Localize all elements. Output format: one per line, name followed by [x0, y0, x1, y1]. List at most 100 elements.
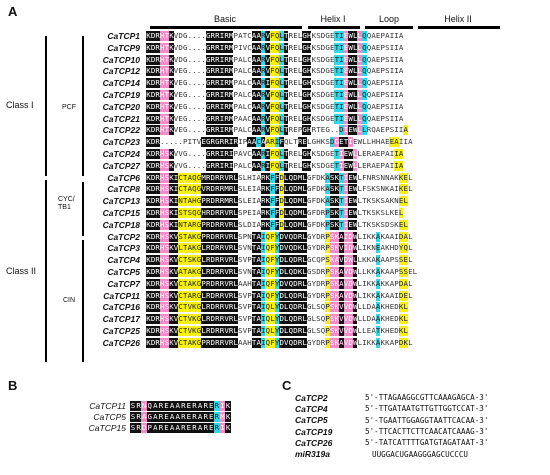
nucleotide-sequence: 5'-TATCATTTTGATGTAGATAAT-3' — [365, 438, 489, 448]
protein-sequence: KDRHTKVEG....GRRIRMPALCAARVFQLTRELGHKSDG… — [146, 101, 403, 112]
alignment-row: CaTCP1 KDRHTKVDG....GRRIRMPATCAARVFQLTREL… — [86, 31, 403, 41]
gene-name: CaTCP14 — [102, 78, 140, 89]
gene-name: CaTCP7 — [107, 278, 140, 289]
protein-sequence: KDRHSKVCTVKGLRDRRVRLSVPTAIQLYDLQDRLGLSQP… — [146, 326, 408, 336]
protein-sequence: KDRHSKVATAKGLRDRRVRLSVNTAIQFYDLQDKLGSDRP… — [146, 267, 417, 277]
protein-sequence: KDRHSKISTSQGHRDRRVRLSPEIARKFFDLQDMLGFDRP… — [146, 208, 403, 218]
panel-c-letter: C — [282, 378, 292, 393]
class2-bracket — [45, 180, 47, 362]
gene-name: CaTCP23 — [102, 137, 140, 148]
gene-name: CaTCP8 — [107, 184, 140, 195]
panel-b-letter: B — [8, 378, 18, 393]
region-helix1-label: Helix I — [320, 14, 346, 24]
protein-sequence: KDRHTKVEG....GRRIRMPALCAARIFQLTRELGHKSDG… — [146, 78, 403, 89]
gene-name: CaTCP26 — [102, 337, 140, 348]
gene-name: CaTCP4 — [295, 403, 328, 414]
protein-sequence: KDRHTKVEG....GRRIRMPALCAARVFQLTREPGHRTEG… — [146, 125, 408, 136]
alignment-row: CaTCP4 KDRHSKVCTSKGLRDRRVRLSVPTAIQFYDLQDR… — [86, 255, 413, 266]
alignment-row: CaTCP6 KDRHSKICTAQGMRDRRVRLSLHIARKFFDLQDM… — [86, 172, 413, 183]
panel-b-alignment: CaTCP11 SRNQAREAARERARERIK CaTCP5 SRAGAREAA… — [68, 400, 231, 433]
panel-c-row: CaTCP5 5'-TGAATTGGAGGTAATTCACAA-3' — [295, 415, 488, 426]
gene-name: CaTCP27 — [102, 160, 140, 171]
panel-b-row: CaTCP11 SRNQAREAARERARERIK — [68, 400, 231, 411]
protein-sequence: KDRHSKVCTAKGPRDRRVRLAAHTAIQFYDVQDRLGYDRP… — [146, 337, 413, 348]
panel-b-row: CaTCP15 SRDPAREAARERARERIK — [68, 422, 231, 433]
region-basic-bar — [150, 26, 302, 29]
alignment-row: CaTCP26 KDRHSKVCTAKGPRDRRVRLAAHTAIQFYDVQD… — [86, 337, 413, 348]
alignment-row: CaTCP2 KDRHSKVSTAKGPRDRRVRLSPNTAIQFYDVQDR… — [86, 231, 413, 242]
alignment-row: CaTCP12 KDRHTKVEG....GRRIRMPALCAARVFQLTRE… — [86, 66, 403, 77]
gene-name: CaTCP26 — [295, 437, 333, 448]
gene-name: CaTCP2 — [107, 231, 140, 242]
alignment-row: CaTCP25 KDRHSKVCTVKGLRDRRVRLSVPTAIQLYDLQD… — [86, 326, 408, 336]
gene-name: CaTCP19 — [102, 90, 140, 100]
protein-sequence: KDRHSKVCTSKGLRDRRVRLSVPTAIQFYDLQDRLGCQPS… — [146, 255, 413, 266]
gene-name: CaTCP24 — [102, 149, 140, 159]
gene-name: CaTCP5 — [107, 267, 140, 277]
gene-name: CaTCP25 — [102, 326, 140, 336]
panel-c-row: miR319a UUGGACUGAAGGGAGCUCCCU — [295, 448, 488, 459]
protein-sequence: KDRHSKVCTVKGLRDRRVRLSVPTAIQLYDLQDRLGLSQP… — [146, 302, 408, 313]
protein-sequence: SRNQAREAARERARERIK — [130, 400, 231, 411]
alignment-row: CaTCP8 KDRHSKICTAQGVRDRRMRLSLEIARKFFDLQDM… — [86, 184, 413, 195]
gene-name: CaTCP6 — [107, 172, 140, 183]
gene-name: CaTCP11 — [89, 400, 126, 411]
protein-sequence: SRAGAREAARERARERMK — [130, 411, 231, 422]
alignment-row: CaTCP17 KDRHSKVCTVKGLRDRRVRLSVPTAIQLYDLQD… — [86, 314, 408, 325]
alignment-row: CaTCP10 KDRHTKVDG....GRRIRMPALCAARVFQLTRE… — [86, 54, 403, 65]
protein-sequence: KDRHTKVEG....GRRIRMPALCAARVFQLTRELGHKSDG… — [146, 90, 403, 100]
region-helix1-bar — [308, 26, 360, 29]
gene-name: CaTCP2 — [295, 392, 328, 403]
protein-sequence: KDRHTKVDG....GRRIRMPIVCAARVFQLTRELGHKSDG… — [146, 42, 403, 53]
nucleotide-sequence: UUGGACUGAAGGGAGCUCCCU — [372, 449, 469, 459]
protein-sequence: KDRHSKVCTVKGLRDRRVRLSVPTAIQLYDLQDRLGLSQP… — [146, 314, 408, 325]
cin-label: CIN — [63, 297, 76, 304]
gene-name: CaTCP20 — [102, 101, 140, 112]
region-loop-bar — [365, 26, 413, 29]
alignment-row: CaTCP23 KDR.....PITVEGRGRRIRIPAACAARIFQLT… — [86, 137, 413, 148]
nucleotide-sequence: 5'-TTGATAATGTTGTTGGTCCAT-3' — [365, 404, 489, 414]
gene-name: CaTCP16 — [102, 302, 140, 313]
panel-b-row: CaTCP5 SRAGAREAARERARERMK — [68, 411, 231, 422]
gene-name: miR319a — [295, 449, 330, 460]
gene-name: CaTCP18 — [102, 219, 140, 230]
class2-label: Class II — [6, 266, 37, 276]
region-helix2-label: Helix II — [444, 14, 472, 24]
alignment-row: CaTCP20 KDRHTKVEG....GRRIRMPALCAARVFQLTRE… — [86, 101, 403, 112]
nucleotide-sequence: 5'-TGAATTGGAGGTAATTCACAA-3' — [365, 415, 489, 425]
gene-name: CaTCP22 — [102, 125, 140, 136]
alignment-row: CaTCP9 KDRHTKVDG....GRRIRMPIVCAARVFQLTREL… — [86, 42, 403, 53]
protein-sequence: KDRHTKVEG....GRRIRMPALCAARVFQLTRELGHKSDG… — [146, 66, 403, 77]
pcf-bracket — [82, 36, 84, 176]
alignment-row: CaTCP19 KDRHTKVEG....GRRIRMPALCAARVFQLTRE… — [86, 90, 403, 100]
protein-sequence: KDRHSKVCTAKGPRDRRVRLAAHTAIQFYDVQDRLGYDRP… — [146, 278, 413, 289]
panel-c-targets: CaTCP2 5'-TTAGAAGGCGTTCAAAGAGCA-3' CaTCP4 5… — [295, 392, 488, 460]
alignment-row: CaTCP7 KDRHSKVCTAKGPRDRRVRLAAHTAIQFYDVQDR… — [86, 278, 413, 289]
alignment-row: CaTCP16 KDRHSKVCTVKGLRDRRVRLSVPTAIQLYDLQD… — [86, 302, 408, 313]
pcf-label: PCF — [62, 104, 76, 111]
gene-name: CaTCP9 — [107, 42, 140, 53]
protein-sequence: KDRHSKVVG....GRRIRIPALCAARIFQLTRELGHKSDG… — [146, 160, 403, 171]
gene-name: CaTCP4 — [107, 255, 140, 266]
protein-sequence: KDR.....PITVEGRGRRIRIPAACAARIFQLTRELGHKS… — [146, 137, 413, 148]
alignment-row: CaTCP21 KDRHTKVEG....GRRIRMPAACAARVFQLTRE… — [86, 113, 403, 124]
gene-name: CaTCP17 — [102, 314, 140, 325]
cyc-bracket — [82, 182, 84, 236]
protein-sequence: KDRHSKINTAHGPRDRRMRLSLEIARKFFDLQDMLGFDKA… — [146, 196, 408, 207]
alignment-row: CaTCP14 KDRHTKVEG....GRRIRMPALCAARIFQLTRE… — [86, 78, 403, 89]
gene-name: CaTCP19 — [295, 426, 333, 437]
class1-label: Class I — [6, 100, 34, 110]
gene-name: CaTCP12 — [102, 66, 140, 77]
panel-a-letter: A — [8, 4, 18, 19]
protein-sequence: KDRHTKVEG....GRRIRMPAACAARVFQLTRELGHKSDG… — [146, 113, 403, 124]
protein-sequence: KDRHSKVVG....GRRIRIPAVCAARIFQLTRELGHKSDG… — [146, 149, 403, 159]
protein-sequence: KDRHSKICTAQGMRDRRVRLSLHIARKFFDLQDMLGFDKA… — [146, 172, 413, 183]
alignment-row: CaTCP15 KDRHSKISTSQGHRDRRVRLSPEIARKFFDLQD… — [86, 208, 403, 218]
protein-sequence: KDRHSKICTAQGVRDRRMRLSLEIARKFFDLQDMLGFDKA… — [146, 184, 413, 195]
gene-name: CaTCP21 — [102, 113, 140, 124]
gene-name: CaTCP5 — [295, 415, 328, 426]
gene-name: CaTCP15 — [88, 422, 126, 433]
nucleotide-sequence: 5'-TTCACTTCTTCAACATCAAAG-3' — [365, 427, 489, 437]
gene-name: CaTCP3 — [107, 243, 140, 254]
nucleotide-sequence: 5'-TTAGAAGGCGTTCAAAGAGCA-3' — [365, 393, 489, 403]
